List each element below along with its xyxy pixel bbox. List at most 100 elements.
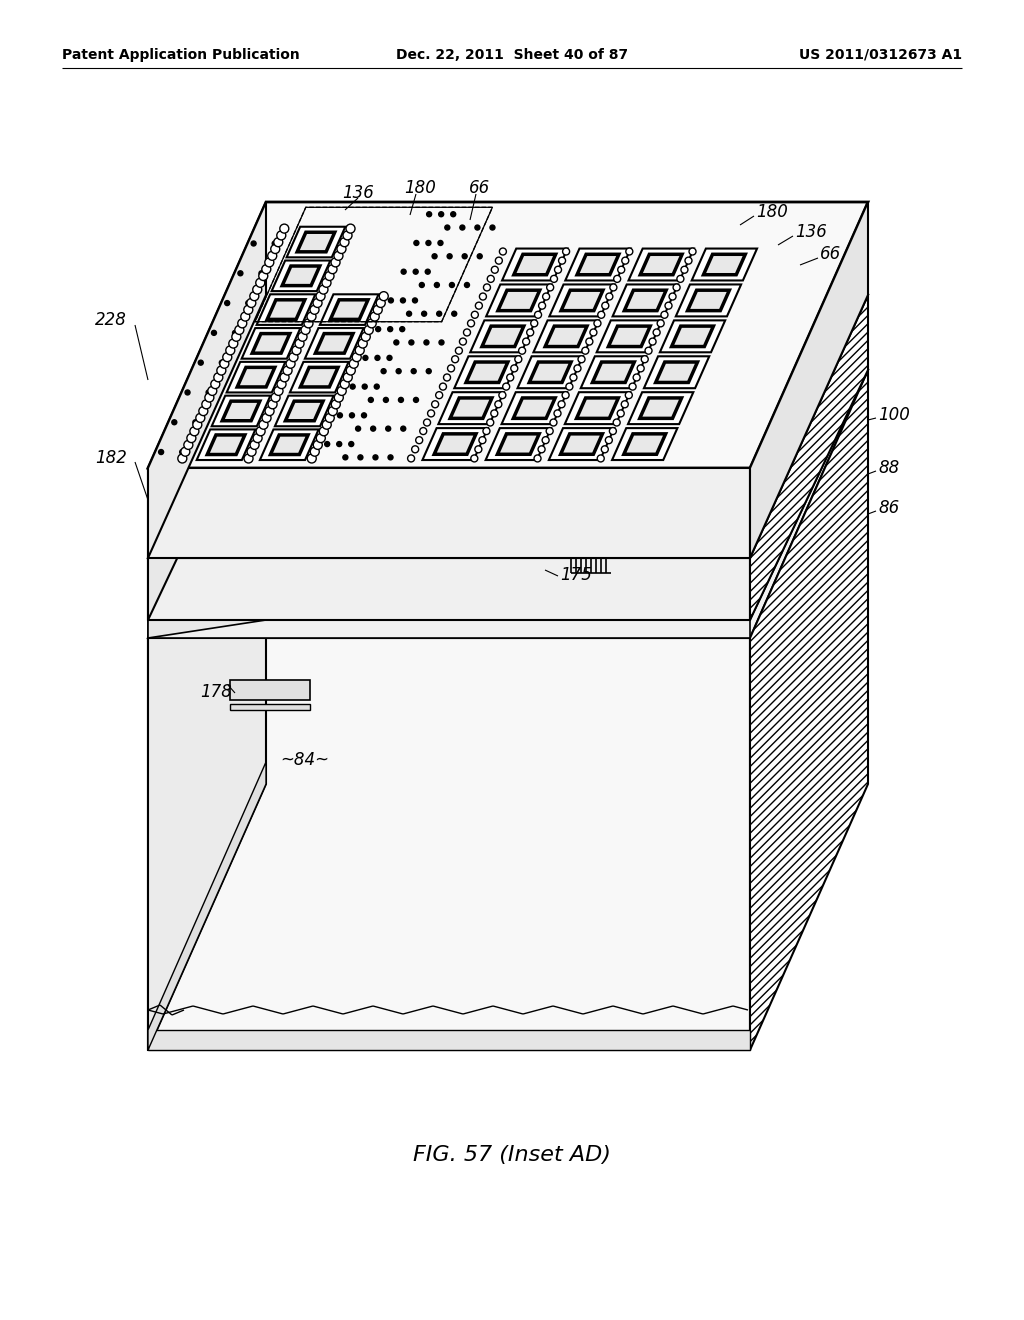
Circle shape <box>172 420 177 425</box>
Polygon shape <box>238 367 274 387</box>
Polygon shape <box>541 364 609 404</box>
Circle shape <box>409 341 414 345</box>
Circle shape <box>673 284 680 290</box>
Circle shape <box>515 356 522 363</box>
Circle shape <box>350 384 355 389</box>
Circle shape <box>414 397 419 403</box>
Text: 136: 136 <box>342 183 374 202</box>
Circle shape <box>346 224 355 234</box>
Circle shape <box>626 248 633 255</box>
Circle shape <box>223 352 231 362</box>
Text: ~84~: ~84~ <box>280 751 329 770</box>
Circle shape <box>250 292 259 301</box>
Polygon shape <box>483 492 552 533</box>
Polygon shape <box>271 260 331 292</box>
Circle shape <box>398 397 403 403</box>
Circle shape <box>244 454 253 463</box>
Circle shape <box>479 293 486 300</box>
Polygon shape <box>148 638 750 1049</box>
Circle shape <box>416 437 423 444</box>
Circle shape <box>358 339 368 348</box>
Circle shape <box>214 372 223 381</box>
Circle shape <box>334 251 343 260</box>
Polygon shape <box>593 362 634 383</box>
Circle shape <box>289 352 298 362</box>
Polygon shape <box>148 370 266 1049</box>
Circle shape <box>352 352 361 362</box>
Circle shape <box>422 312 427 317</box>
Circle shape <box>238 319 247 327</box>
Circle shape <box>526 329 534 337</box>
Circle shape <box>313 298 322 308</box>
Circle shape <box>605 437 612 444</box>
Circle shape <box>322 279 331 288</box>
Circle shape <box>499 392 506 399</box>
Text: 180: 180 <box>756 203 787 220</box>
Circle shape <box>219 360 224 366</box>
Circle shape <box>562 248 569 255</box>
Polygon shape <box>315 334 353 354</box>
Circle shape <box>265 407 274 416</box>
Polygon shape <box>467 487 565 545</box>
Circle shape <box>613 276 621 282</box>
Text: 88: 88 <box>878 459 899 477</box>
Polygon shape <box>640 255 682 275</box>
Circle shape <box>613 418 621 426</box>
Polygon shape <box>265 487 364 545</box>
Polygon shape <box>545 326 587 347</box>
Circle shape <box>325 272 334 280</box>
Polygon shape <box>300 367 338 387</box>
Circle shape <box>231 333 241 342</box>
Circle shape <box>475 446 482 453</box>
Circle shape <box>543 293 550 300</box>
Circle shape <box>610 284 616 290</box>
Text: Patent Application Publication: Patent Application Publication <box>62 48 300 62</box>
Circle shape <box>471 312 478 318</box>
Polygon shape <box>496 422 594 480</box>
Polygon shape <box>672 326 714 347</box>
Polygon shape <box>462 300 530 341</box>
Polygon shape <box>534 321 599 352</box>
Circle shape <box>414 240 419 246</box>
Polygon shape <box>148 620 750 638</box>
Circle shape <box>555 267 561 273</box>
Circle shape <box>323 420 331 429</box>
Polygon shape <box>581 356 646 388</box>
Polygon shape <box>482 326 524 347</box>
Polygon shape <box>554 293 652 351</box>
Circle shape <box>400 426 406 432</box>
Circle shape <box>547 284 554 290</box>
Polygon shape <box>274 300 343 341</box>
Circle shape <box>432 253 437 259</box>
Polygon shape <box>750 294 868 620</box>
Circle shape <box>660 312 668 318</box>
Text: 180: 180 <box>404 180 436 197</box>
Polygon shape <box>676 285 741 317</box>
Polygon shape <box>148 602 266 638</box>
Circle shape <box>414 269 418 275</box>
Circle shape <box>538 446 545 453</box>
Circle shape <box>460 338 467 345</box>
Circle shape <box>425 269 430 275</box>
Circle shape <box>407 312 412 317</box>
Circle shape <box>262 413 271 422</box>
Circle shape <box>265 257 273 267</box>
Circle shape <box>677 276 684 282</box>
Polygon shape <box>565 248 631 280</box>
Polygon shape <box>577 492 645 533</box>
Circle shape <box>246 301 251 305</box>
Circle shape <box>259 271 264 276</box>
Polygon shape <box>529 362 571 383</box>
Polygon shape <box>466 362 508 383</box>
Polygon shape <box>640 397 682 418</box>
Circle shape <box>558 257 565 264</box>
Circle shape <box>316 433 326 442</box>
Circle shape <box>325 442 330 446</box>
Circle shape <box>447 364 455 372</box>
Polygon shape <box>514 255 556 275</box>
Polygon shape <box>368 300 437 341</box>
Text: 182: 182 <box>95 449 127 467</box>
Polygon shape <box>339 364 408 404</box>
Polygon shape <box>305 329 364 359</box>
Polygon shape <box>565 392 630 424</box>
